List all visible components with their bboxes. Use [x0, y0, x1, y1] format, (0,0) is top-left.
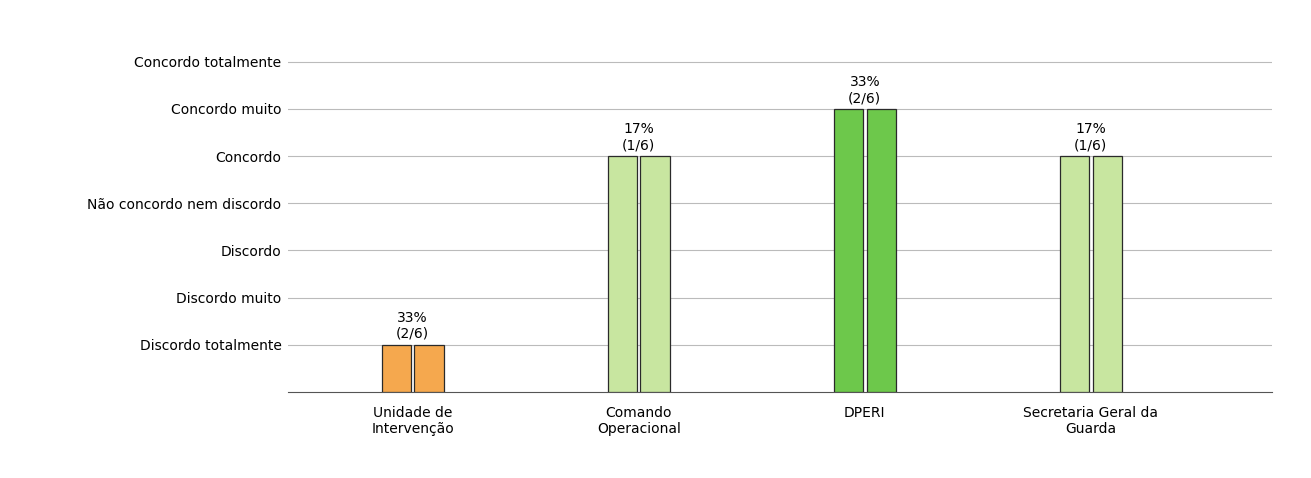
Bar — [608, 156, 637, 392]
Bar — [1092, 156, 1122, 392]
Bar — [1059, 156, 1089, 392]
Text: 17%
(1/6): 17% (1/6) — [623, 122, 656, 152]
Bar — [641, 156, 670, 392]
Bar — [414, 345, 444, 392]
Bar — [382, 345, 412, 392]
Bar — [834, 109, 863, 392]
Text: 33%
(2/6): 33% (2/6) — [848, 75, 881, 105]
Text: 33%
(2/6): 33% (2/6) — [396, 311, 429, 341]
Bar — [867, 109, 895, 392]
Text: 17%
(1/6): 17% (1/6) — [1074, 122, 1108, 152]
